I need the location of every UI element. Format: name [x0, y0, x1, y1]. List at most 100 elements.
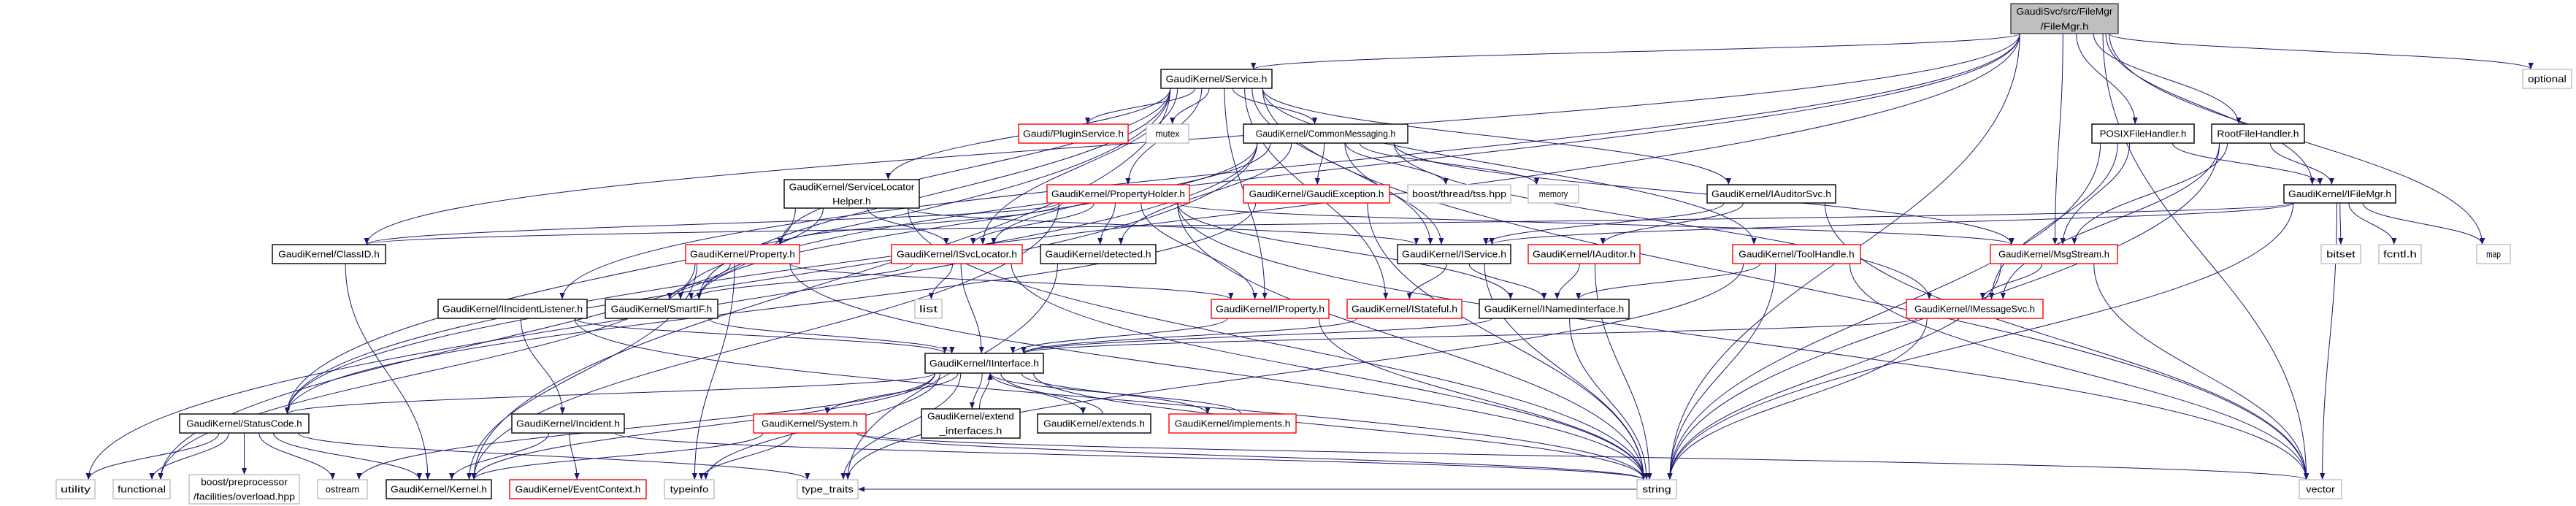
node-label: vector [2306, 484, 2335, 495]
node-label: ostream [326, 484, 359, 495]
node-classid[interactable]: GaudiKernel/ClassID.h [272, 244, 386, 264]
node-label: GaudiKernel/ISvcLocator.h [897, 249, 1017, 260]
edge-istateful-to-iinterface [1021, 318, 1357, 354]
node-list[interactable]: list [914, 299, 943, 319]
node-bitset[interactable]: bitset [2320, 244, 2361, 264]
node-optional[interactable]: optional [2522, 69, 2572, 89]
node-posix[interactable]: POSIXFileHandler.h [2091, 123, 2195, 144]
node-label: /FileMgr.h [2041, 20, 2089, 31]
edge-filemgr-to-rootfh [2093, 33, 2242, 125]
node-label: mutex [1156, 129, 1180, 139]
node-label: RootFileHandler.h [2217, 129, 2299, 139]
edge-iincidentlistener-to-string [574, 318, 1647, 480]
node-box [1243, 123, 1408, 144]
node-mutex[interactable]: mutex [1146, 123, 1189, 144]
node-box [783, 179, 920, 209]
edge-iinterface-to-extends [1000, 372, 1086, 415]
node-type_traits[interactable]: type_traits [797, 479, 859, 499]
node-label: GaudiKernel/IMessageSvc.h [1914, 304, 2035, 315]
node-box [386, 479, 492, 499]
edge-filemgr-to-classid [364, 33, 2020, 245]
node-vector[interactable]: vector [2299, 479, 2342, 499]
node-label: GaudiKernel/IAuditorSvc.h [1711, 188, 1831, 199]
node-rootfh[interactable]: RootFileHandler.h [2211, 123, 2305, 144]
node-box [2522, 69, 2572, 89]
node-string[interactable]: string [1636, 479, 1677, 499]
edge-commonmessaging-to-msgstream [1393, 142, 2015, 245]
edge-propertyholder-to-string [1177, 202, 1647, 480]
edge-commonmessaging-to-detected [1118, 142, 1292, 245]
node-label: GaudiKernel/IAuditor.h [1533, 249, 1636, 260]
node-overload[interactable]: boost/preprocessor/facilities/overload.h… [188, 474, 300, 505]
edge-commonmessaging-to-smartif [696, 142, 1258, 300]
node-extendif[interactable]: GaudiKernel/extend _interfaces.h [921, 408, 1021, 439]
node-isvclocator[interactable]: GaudiKernel/ISvcLocator.h [891, 244, 1023, 264]
node-iauditorsvc[interactable]: GaudiKernel/IAuditorSvc.h [1706, 184, 1836, 204]
node-label: GaudiKernel/MsgStream.h [1998, 249, 2109, 260]
node-utility[interactable]: utility [55, 479, 96, 499]
node-statuscode[interactable]: GaudiKernel/StatusCode.h [179, 413, 310, 434]
node-ostream[interactable]: ostream [317, 479, 368, 499]
node-map[interactable]: map [2476, 244, 2511, 264]
edge-iauditor-to-string [1594, 263, 1652, 480]
node-box [2320, 244, 2361, 264]
node-smartif[interactable]: GaudiKernel/SmartIF.h [605, 299, 718, 319]
edge-imessagesvc-to-iinterface [1021, 318, 1919, 354]
edge-iinterface-to-extendif [969, 372, 983, 410]
node-istateful[interactable]: GaudiKernel/IStateful.h [1346, 299, 1463, 319]
node-label: GaudiKernel/ServiceLocator [789, 181, 915, 192]
node-box [1706, 184, 1836, 204]
node-label: GaudiKernel/ClassID.h [278, 249, 380, 260]
edge-slhelper-to-isvclocator [867, 207, 949, 245]
node-propertyholder[interactable]: GaudiKernel/PropertyHolder.h [1046, 184, 1190, 204]
node-detected[interactable]: GaudiKernel/detected.h [1040, 244, 1157, 264]
node-system[interactable]: GaudiKernel/System.h [753, 413, 867, 434]
node-tss[interactable]: boost/thread/tss.hpp [1407, 184, 1511, 204]
node-label: GaudiKernel/detected.h [1045, 249, 1151, 260]
node-iincidentlistener[interactable]: GaudiKernel/IIncidentListener.h [437, 299, 588, 319]
node-msgstream[interactable]: GaudiKernel/MsgStream.h [1990, 244, 2118, 264]
node-toolhandle[interactable]: GaudiKernel/ToolHandle.h [1732, 244, 1861, 264]
edge-iinterface-to-string [1033, 372, 1647, 480]
node-service[interactable]: GaudiKernel/Service.h [1160, 69, 1273, 89]
node-box [317, 479, 368, 499]
node-filemgr[interactable]: GaudiSvc/src/FileMgr/FileMgr.h [2010, 3, 2119, 34]
node-implements[interactable]: GaudiKernel/implements.h [1168, 413, 1297, 434]
node-property[interactable]: GaudiKernel/Property.h [685, 244, 800, 264]
node-functional[interactable]: functional [112, 479, 171, 499]
node-iinterface[interactable]: GaudiKernel/IInterface.h [924, 353, 1044, 374]
edge-propertyholder-to-inamedinterface [1177, 202, 1514, 300]
node-iauditor[interactable]: GaudiKernel/IAuditor.h [1527, 244, 1641, 264]
node-box [1407, 184, 1511, 204]
edge-propertyholder-to-isvclocator [970, 202, 1095, 245]
node-memory[interactable]: memory [1527, 184, 1579, 204]
edge-filemgr-to-vector [2102, 33, 2309, 480]
node-iservice[interactable]: GaudiKernel/IService.h [1397, 244, 1511, 264]
node-gaudiexception[interactable]: GaudiKernel/GaudiException.h [1243, 184, 1390, 204]
node-label: map [2486, 249, 2501, 260]
node-imessagesvc[interactable]: GaudiKernel/IMessageSvc.h [1906, 299, 2044, 319]
node-incident[interactable]: GaudiKernel/Incident.h [511, 413, 625, 434]
node-eventcontext[interactable]: GaudiKernel/EventContext.h [509, 479, 647, 499]
node-extends[interactable]: GaudiKernel/extends.h [1037, 413, 1151, 434]
node-label: GaudiKernel/Property.h [690, 249, 795, 260]
node-kernel[interactable]: GaudiKernel/Kernel.h [386, 479, 492, 499]
node-box [1397, 244, 1511, 264]
node-pluginservice[interactable]: Gaudi/PluginService.h [1018, 123, 1129, 144]
edge-iinterface-to-type_traits [840, 372, 962, 480]
node-box [753, 413, 867, 434]
node-label: type_traits [802, 484, 854, 495]
edge-commonmessaging-to-imessagesvc [1393, 142, 1932, 300]
node-commonmessaging[interactable]: GaudiKernel/CommonMessaging.h [1243, 123, 1408, 144]
node-iproperty[interactable]: GaudiKernel/IProperty.h [1211, 299, 1330, 319]
node-slhelper[interactable]: GaudiKernel/ServiceLocator Helper.h [783, 179, 920, 209]
edge-ifilemgr-to-fcntl [2348, 202, 2397, 245]
edge-filemgr-to-iincidentlistener [559, 33, 2020, 300]
node-label: GaudiKernel/IIncidentListener.h [442, 304, 583, 315]
node-fcntl[interactable]: fcntl.h [2378, 244, 2422, 264]
node-typeinfo[interactable]: typeinfo [664, 479, 715, 499]
node-label: GaudiKernel/GaudiException.h [1249, 188, 1384, 199]
node-ifilemgr[interactable]: GaudiKernel/IFileMgr.h [2283, 184, 2396, 204]
node-inamedinterface[interactable]: GaudiKernel/INamedInterface.h [1479, 299, 1630, 319]
